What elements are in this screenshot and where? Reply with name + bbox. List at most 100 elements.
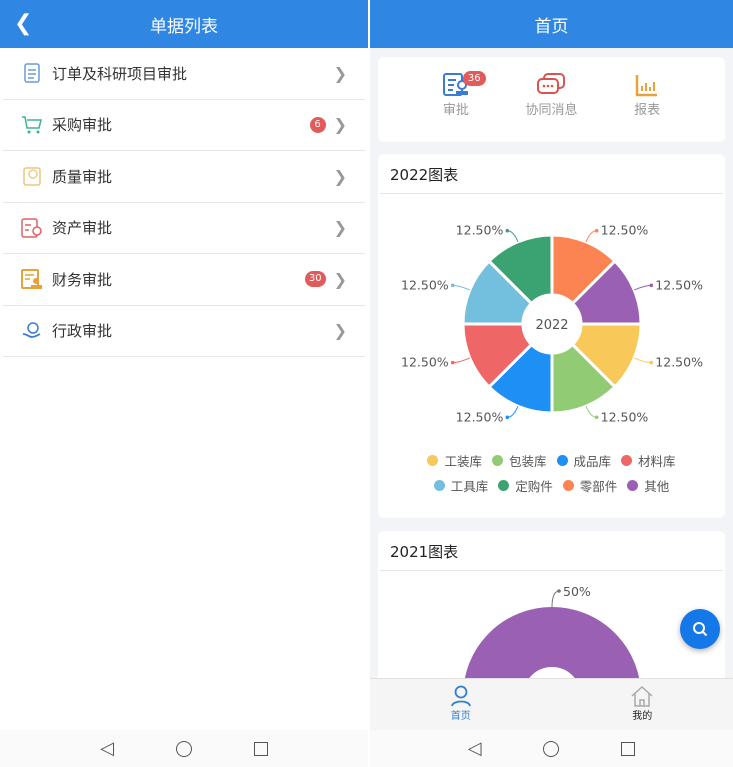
data-label: 12.50% [601, 223, 649, 238]
back-icon[interactable]: ◁ [467, 738, 482, 759]
chevron-right-icon: ❯ [333, 321, 347, 341]
label-line [507, 230, 519, 242]
pie-chart-2022: 12.50% 12.50% 12.50% 12.50% 12.50% 12.50% 12.5… [401, 223, 703, 425]
data-label: 12.50% [456, 409, 504, 424]
chevron-right-icon: ❯ [333, 269, 347, 289]
list-item-label: 资产审批 [52, 219, 113, 238]
label-dot [450, 360, 455, 365]
list-item[interactable]: 资产审批 ❯ [3, 203, 365, 254]
list-item[interactable]: 财务审批 30 ❯ [3, 254, 365, 306]
list-item[interactable]: 订单及科研项目审批 ❯ [3, 48, 365, 100]
tab-mine[interactable]: 我的 [552, 679, 733, 730]
quick-approval[interactable]: 36 审批 [421, 57, 491, 142]
label-dot [450, 283, 455, 288]
legend-label: 零部件 [579, 479, 618, 494]
back-icon[interactable]: ◁ [100, 738, 114, 759]
finance-icon [21, 268, 43, 290]
legend-label: 其他 [644, 479, 670, 494]
system-nav-bar: ◁ [0, 730, 368, 767]
home-icon [631, 685, 653, 707]
count-badge: 6 [309, 116, 326, 133]
tab-home[interactable]: 首页 [370, 679, 552, 730]
recents-icon[interactable] [621, 741, 636, 756]
page-title: 首页 [534, 16, 569, 37]
center-label: 2022 [535, 318, 568, 333]
quick-messages[interactable]: 协同消息 [516, 57, 586, 142]
hand-coin-icon [21, 320, 43, 342]
legend-item[interactable]: 零部件 [562, 476, 618, 495]
legend-item[interactable]: 材料库 [621, 451, 676, 470]
legend-swatch [427, 455, 439, 466]
chart-title: 2022图表 [380, 154, 723, 194]
data-label: 50% [563, 584, 591, 599]
legend-item[interactable]: 工装库 [427, 451, 482, 470]
label-dot [505, 415, 510, 420]
data-label: 12.50% [601, 409, 649, 424]
chevron-right-icon: ❯ [333, 166, 347, 186]
legend-swatch [556, 455, 568, 466]
quick-label: 审批 [442, 103, 469, 118]
list-item[interactable]: 行政审批 ❯ [3, 306, 365, 357]
legend-item[interactable]: 包装库 [491, 451, 547, 470]
count-badge: 30 [304, 271, 326, 288]
chevron-left-icon[interactable]: ❮ [14, 11, 33, 36]
quick-reports[interactable]: 报表 [612, 57, 682, 142]
pie-slice [570, 258, 643, 326]
data-label: 12.50% [401, 355, 449, 370]
legend-label: 包装库 [508, 454, 547, 469]
approval-badge: 36 [462, 71, 486, 86]
user-icon [450, 685, 471, 707]
list-item-label: 订单及科研项目审批 [52, 64, 188, 83]
label-dot [557, 589, 561, 593]
label-line [452, 284, 470, 291]
list-item[interactable]: 采购审批 6 ❯ [3, 100, 365, 151]
list-item[interactable]: 质量审批 ❯ [3, 151, 365, 203]
tab-label: 首页 [450, 711, 471, 722]
home-screen: 首页 36 审批 协同消息 报表 2022图表 12.50% 12.50% 12.5… [370, 0, 733, 730]
cart-icon [21, 114, 43, 136]
legend-label: 定购件 [515, 479, 553, 494]
chevron-right-icon: ❯ [333, 63, 347, 83]
label-dot [505, 228, 510, 233]
document-icon [21, 62, 43, 84]
list-item-label: 行政审批 [52, 322, 113, 341]
label-line [585, 406, 597, 418]
label-dot [594, 228, 599, 233]
tab-label: 我的 [632, 711, 653, 722]
chat-icon [537, 73, 566, 94]
data-label: 12.50% [456, 223, 504, 238]
chevron-right-icon: ❯ [333, 218, 347, 238]
home-icon[interactable] [543, 740, 560, 757]
legend-item[interactable]: 定购件 [498, 476, 553, 495]
legend-label: 材料库 [638, 454, 676, 469]
chevron-right-icon: ❯ [333, 115, 347, 135]
quick-label: 协同消息 [525, 103, 578, 118]
label-dot [649, 283, 654, 288]
legend-item[interactable]: 其他 [627, 476, 669, 495]
certificate-icon [21, 217, 43, 239]
legend-swatch [433, 480, 445, 491]
legend-swatch [562, 480, 574, 491]
document-list-screen: ❮ 单据列表 订单及科研项目审批 ❯ 采购审批 6 ❯ 质量审批 ❯ 资产审批 ❯ 财务审批 30 ❯… [0, 0, 368, 730]
legend-item[interactable]: 成品库 [556, 451, 612, 470]
label-line [634, 284, 652, 291]
legend-item[interactable]: 工具库 [433, 476, 488, 495]
legend-label: 成品库 [573, 454, 612, 469]
header: 首页 [370, 0, 733, 48]
quick-label: 报表 [634, 103, 661, 118]
quality-icon [21, 165, 43, 187]
data-label: 12.50% [655, 277, 703, 292]
system-nav-bar: ◁ [370, 730, 733, 767]
label-line [551, 590, 559, 608]
label-dot [594, 415, 599, 420]
label-line [634, 357, 652, 364]
home-icon[interactable] [175, 740, 192, 757]
legend-swatch [627, 480, 639, 491]
recents-icon[interactable] [253, 741, 268, 756]
legend-swatch [491, 455, 503, 466]
search-icon [693, 622, 708, 637]
chart-title: 2021图表 [380, 531, 723, 571]
header: ❮ 单据列表 [0, 0, 368, 48]
data-label: 12.50% [401, 277, 449, 292]
search-button[interactable] [680, 609, 720, 649]
